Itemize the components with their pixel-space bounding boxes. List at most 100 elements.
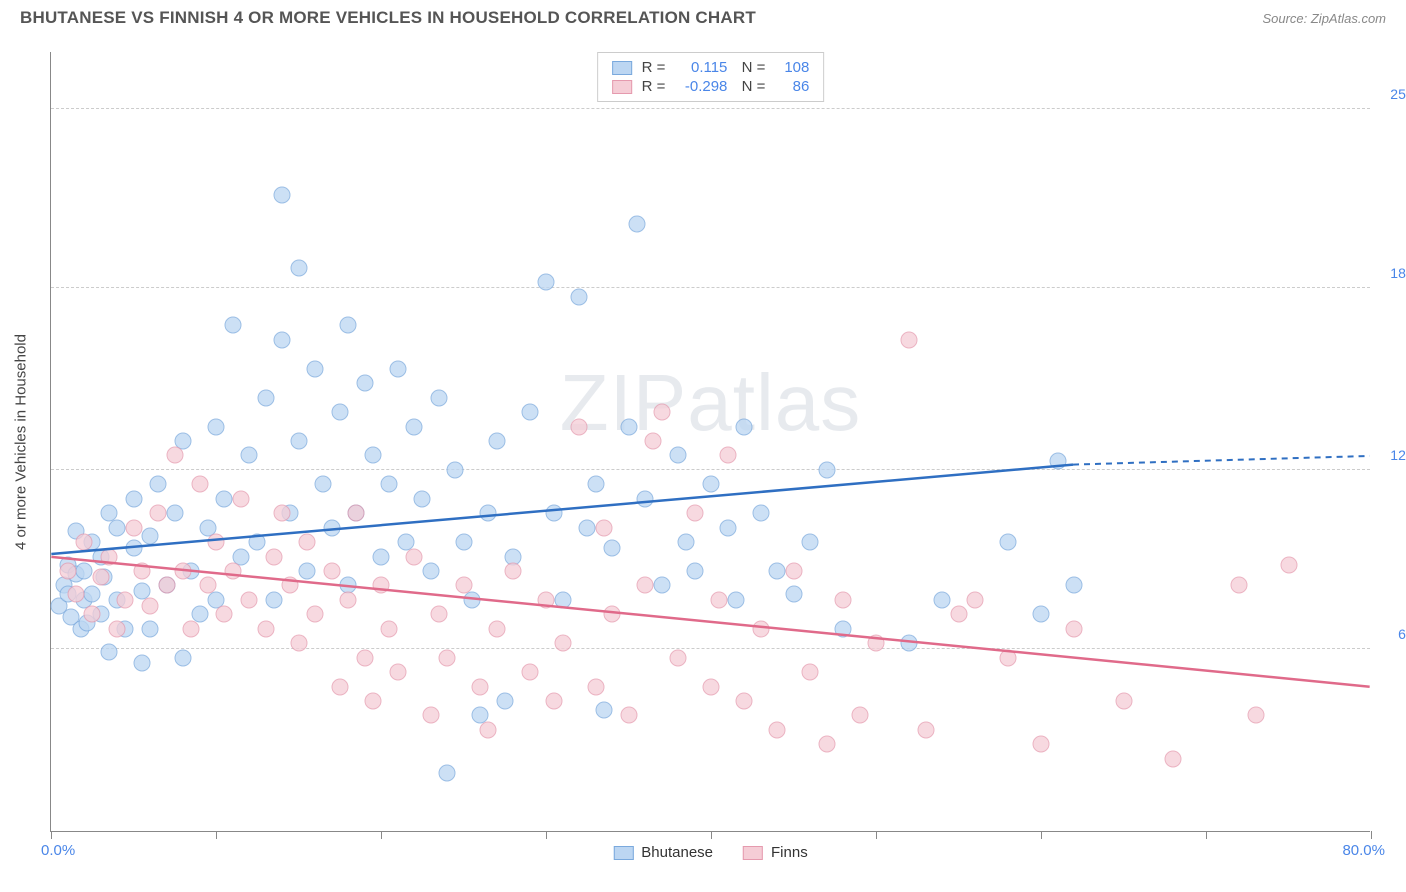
- x-tick: [381, 831, 382, 839]
- scatter-point: [422, 563, 439, 580]
- scatter-point: [100, 548, 117, 565]
- scatter-point: [455, 577, 472, 594]
- scatter-point: [571, 288, 588, 305]
- scatter-point: [950, 606, 967, 623]
- legend-swatch: [743, 846, 763, 860]
- y-tick-label: 12.5%: [1390, 447, 1406, 463]
- scatter-point: [785, 586, 802, 603]
- scatter-point: [637, 490, 654, 507]
- scatter-point: [373, 577, 390, 594]
- scatter-point: [76, 563, 93, 580]
- scatter-point: [290, 259, 307, 276]
- scatter-point: [142, 620, 159, 637]
- scatter-point: [620, 418, 637, 435]
- scatter-point: [84, 586, 101, 603]
- scatter-point: [224, 317, 241, 334]
- stat-n-value: 86: [775, 78, 809, 95]
- scatter-point: [901, 331, 918, 348]
- scatter-point: [818, 736, 835, 753]
- scatter-point: [323, 563, 340, 580]
- scatter-point: [142, 597, 159, 614]
- scatter-point: [340, 317, 357, 334]
- scatter-point: [232, 490, 249, 507]
- plot-region: 4 or more Vehicles in Household ZIPatlas…: [50, 52, 1370, 832]
- scatter-point: [488, 620, 505, 637]
- scatter-point: [257, 389, 274, 406]
- scatter-point: [125, 490, 142, 507]
- scatter-point: [752, 505, 769, 522]
- scatter-point: [158, 577, 175, 594]
- scatter-point: [331, 404, 348, 421]
- x-tick: [51, 831, 52, 839]
- scatter-point: [241, 591, 258, 608]
- scatter-point: [703, 678, 720, 695]
- scatter-point: [1000, 534, 1017, 551]
- stat-r-label: R =: [642, 59, 666, 76]
- scatter-point: [331, 678, 348, 695]
- scatter-point: [307, 360, 324, 377]
- scatter-point: [455, 534, 472, 551]
- stat-n-value: 108: [775, 59, 809, 76]
- scatter-point: [711, 591, 728, 608]
- scatter-point: [554, 635, 571, 652]
- scatter-point: [224, 563, 241, 580]
- scatter-point: [719, 447, 736, 464]
- x-axis-min-label: 0.0%: [41, 842, 75, 859]
- scatter-point: [274, 187, 291, 204]
- scatter-point: [653, 577, 670, 594]
- scatter-point: [125, 519, 142, 536]
- stat-n-label: N =: [737, 59, 765, 76]
- scatter-point: [142, 528, 159, 545]
- scatter-point: [241, 447, 258, 464]
- scatter-point: [208, 534, 225, 551]
- scatter-point: [1000, 649, 1017, 666]
- scatter-point: [769, 563, 786, 580]
- y-tick-label: 18.8%: [1390, 265, 1406, 281]
- scatter-point: [364, 693, 381, 710]
- scatter-point: [587, 476, 604, 493]
- scatter-point: [422, 707, 439, 724]
- scatter-point: [381, 620, 398, 637]
- stats-legend-box: R = 0.115 N = 108 R = -0.298 N = 86: [597, 52, 825, 102]
- scatter-point: [670, 649, 687, 666]
- scatter-point: [480, 505, 497, 522]
- scatter-point: [150, 476, 167, 493]
- y-tick-label: 25.0%: [1390, 86, 1406, 102]
- legend-label: Bhutanese: [641, 844, 713, 861]
- scatter-point: [133, 655, 150, 672]
- gridline: 12.5%: [51, 469, 1370, 470]
- scatter-point: [216, 606, 233, 623]
- trend-lines: [51, 52, 1370, 831]
- scatter-point: [538, 274, 555, 291]
- scatter-point: [249, 534, 266, 551]
- scatter-point: [356, 649, 373, 666]
- scatter-point: [1280, 557, 1297, 574]
- scatter-point: [571, 418, 588, 435]
- scatter-point: [282, 577, 299, 594]
- scatter-point: [447, 461, 464, 478]
- scatter-point: [604, 539, 621, 556]
- scatter-point: [133, 563, 150, 580]
- scatter-point: [727, 591, 744, 608]
- scatter-point: [109, 620, 126, 637]
- scatter-point: [257, 620, 274, 637]
- scatter-point: [488, 433, 505, 450]
- watermark: ZIPatlas: [560, 357, 861, 449]
- scatter-point: [802, 664, 819, 681]
- scatter-point: [546, 505, 563, 522]
- scatter-point: [769, 721, 786, 738]
- scatter-point: [595, 701, 612, 718]
- scatter-point: [175, 649, 192, 666]
- stat-r-value: 0.115: [675, 59, 727, 76]
- scatter-point: [521, 404, 538, 421]
- scatter-point: [307, 606, 324, 623]
- legend-swatch: [613, 846, 633, 860]
- scatter-point: [579, 519, 596, 536]
- scatter-point: [406, 548, 423, 565]
- scatter-point: [785, 563, 802, 580]
- scatter-point: [191, 476, 208, 493]
- scatter-point: [175, 563, 192, 580]
- scatter-point: [265, 548, 282, 565]
- scatter-point: [463, 591, 480, 608]
- legend-label: Finns: [771, 844, 808, 861]
